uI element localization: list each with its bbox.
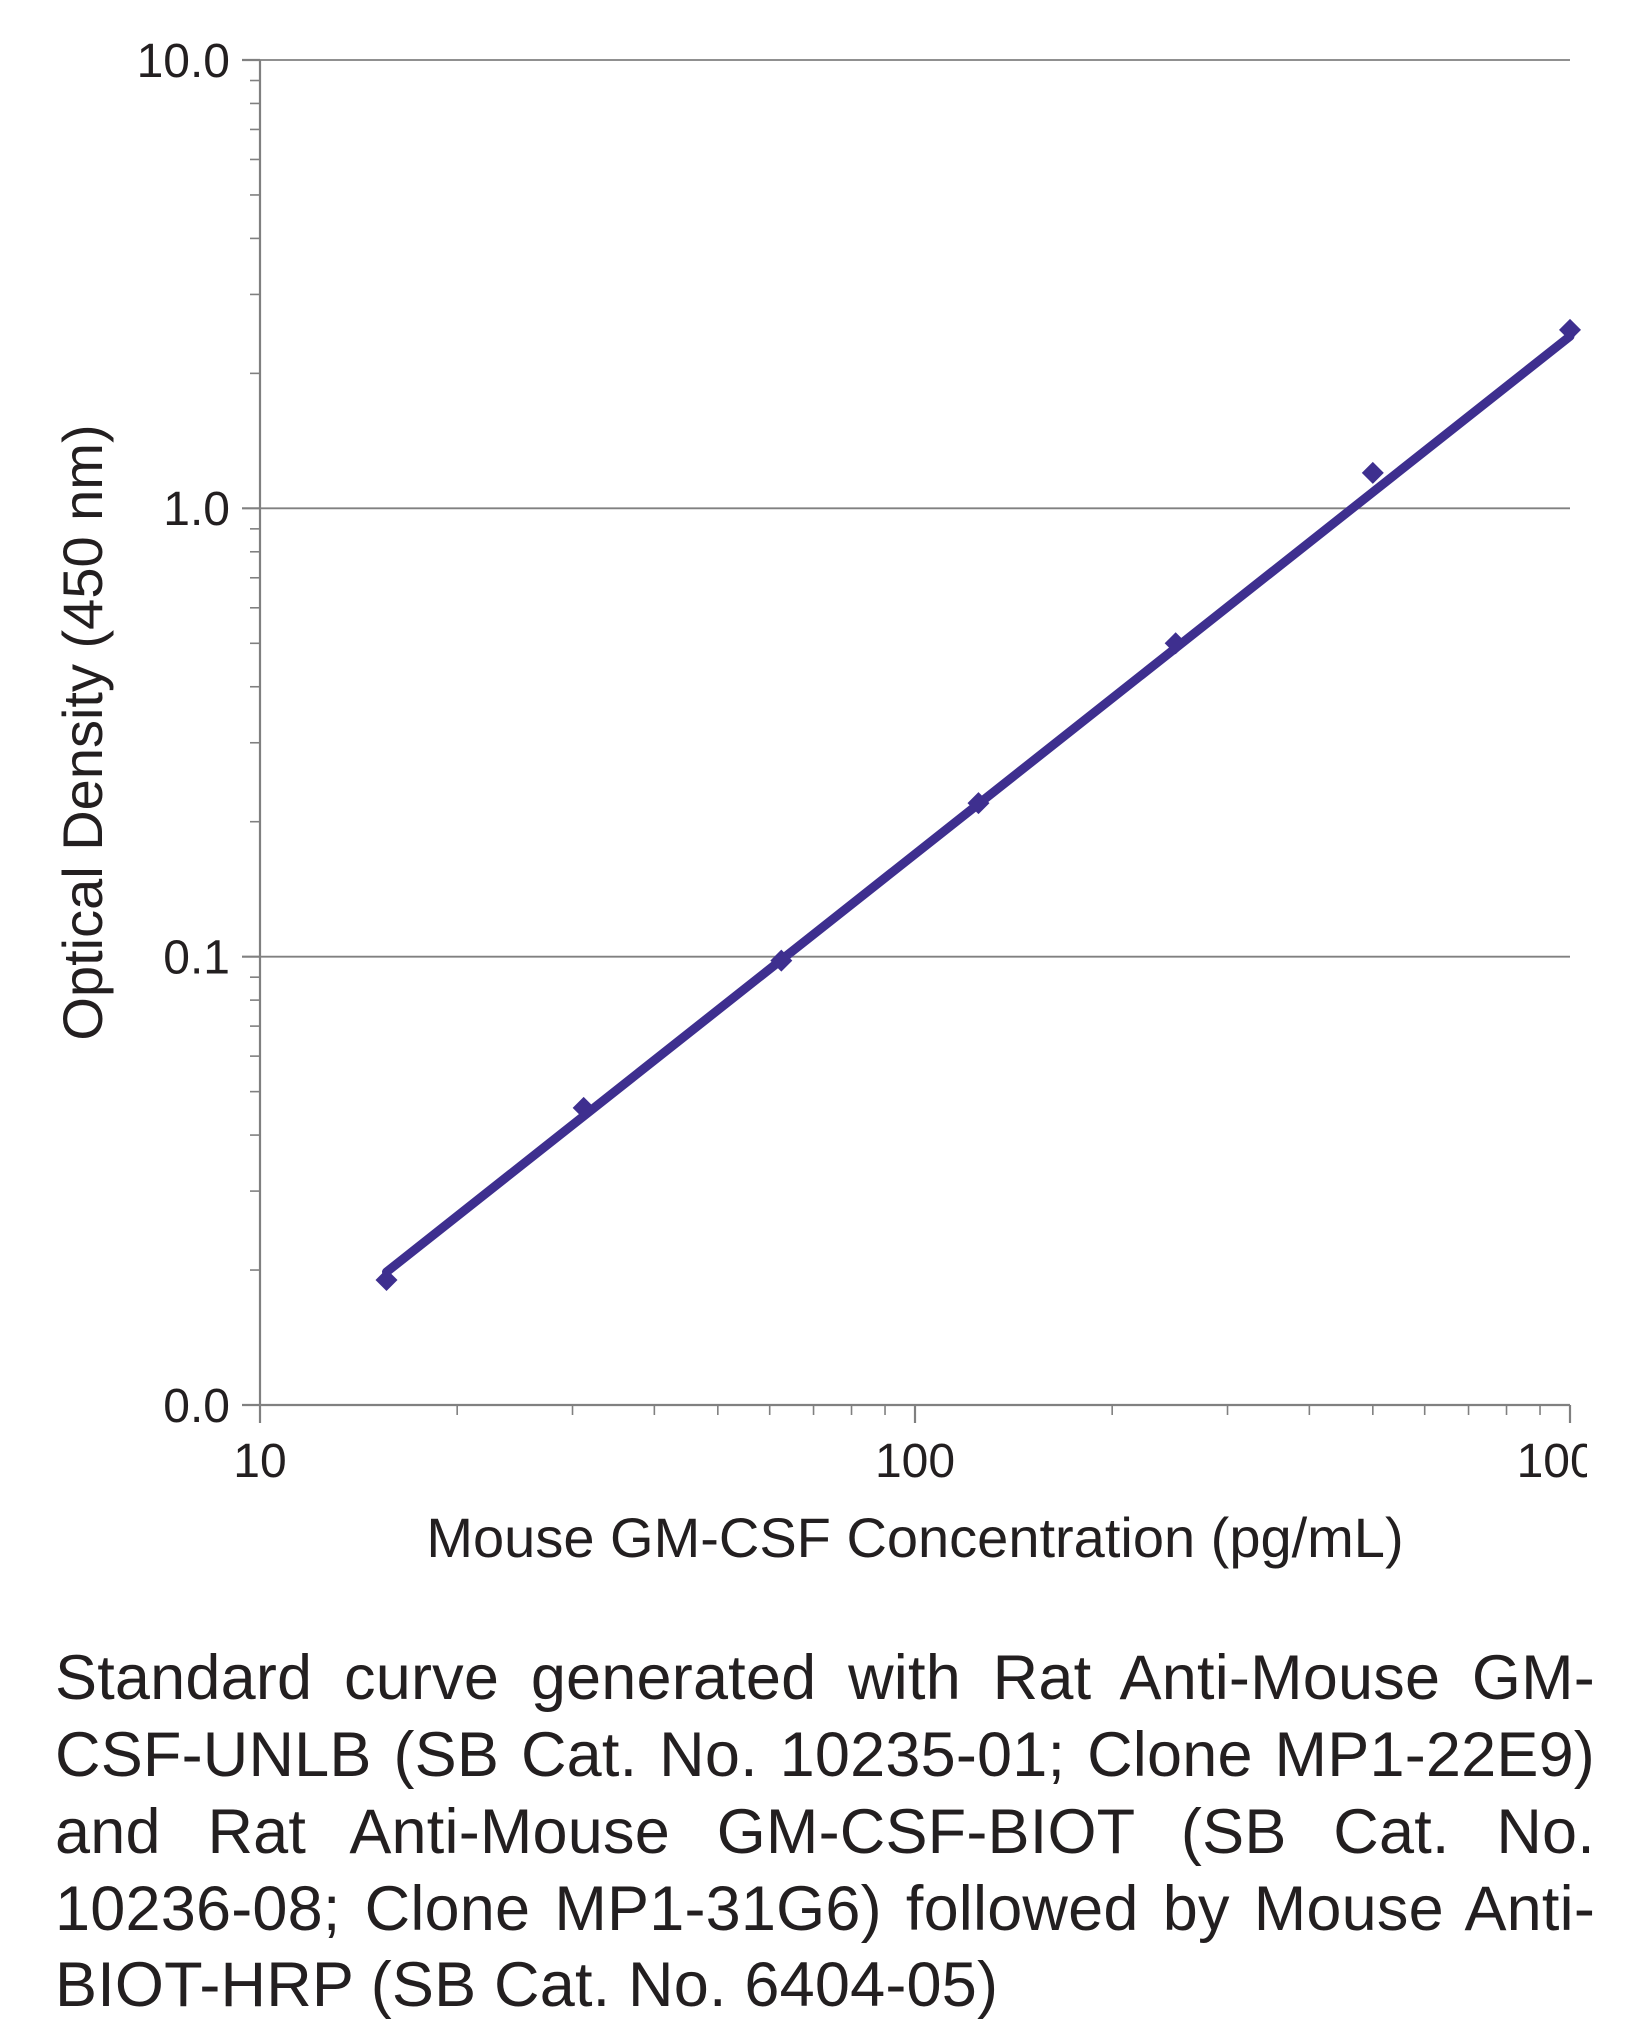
- svg-text:1.0: 1.0: [163, 483, 230, 536]
- svg-text:Optical Density (450 nm): Optical Density (450 nm): [60, 424, 114, 1040]
- svg-text:0.1: 0.1: [163, 931, 230, 984]
- svg-text:0.0: 0.0: [163, 1380, 230, 1433]
- standard-curve-chart: 10 100 1000 0.0 0.1 1.0 10.0 Mouse GM-CSF Conce…: [60, 40, 1587, 1600]
- svg-text:100: 100: [875, 1435, 955, 1488]
- svg-text:10.0: 10.0: [137, 40, 230, 88]
- svg-text:1000: 1000: [1517, 1435, 1587, 1488]
- svg-text:Mouse GM-CSF Concentration (pg: Mouse GM-CSF Concentration (pg/mL): [426, 1506, 1403, 1569]
- page: 10 100 1000 0.0 0.1 1.0 10.0 Mouse GM-CSF Conce…: [0, 0, 1647, 2023]
- svg-text:10: 10: [233, 1435, 286, 1488]
- figure-caption: Standard curve generated with Rat Anti-M…: [55, 1640, 1595, 2024]
